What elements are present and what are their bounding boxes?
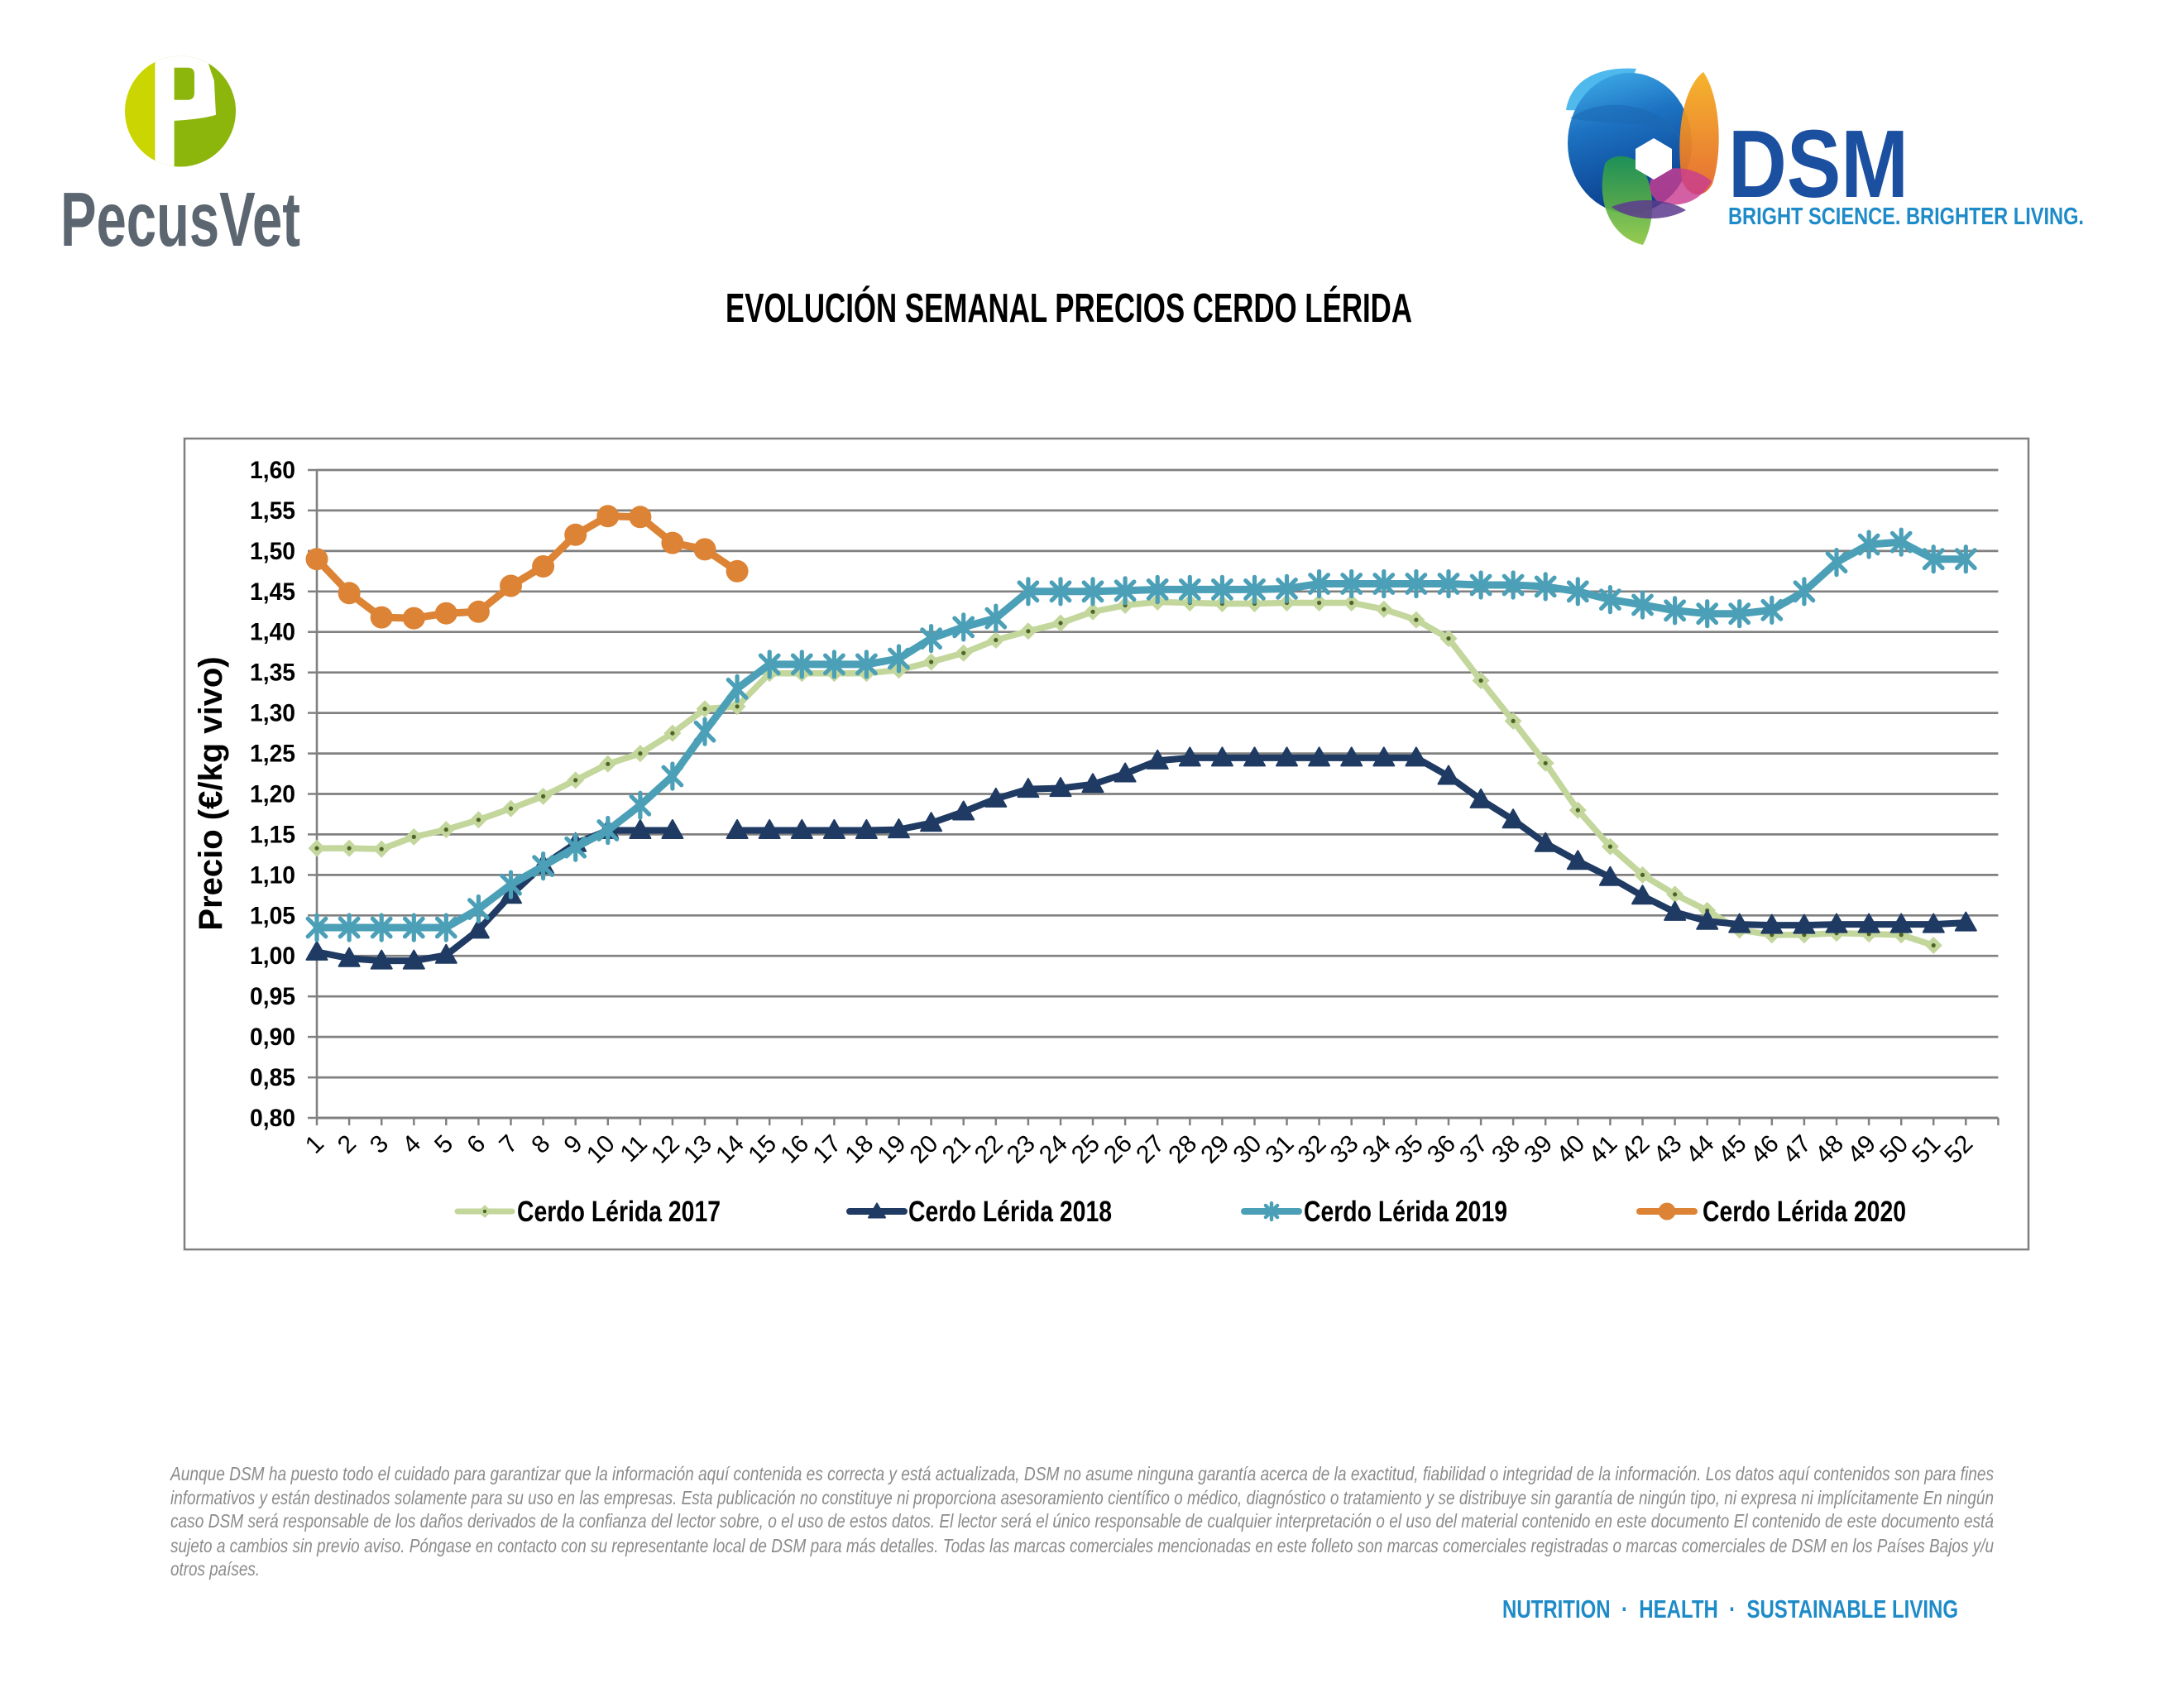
svg-text:1,15: 1,15 — [250, 821, 295, 848]
svg-text:Cerdo Lérida 2020: Cerdo Lérida 2020 — [1703, 1196, 1906, 1228]
svg-text:Cerdo Lérida 2017: Cerdo Lérida 2017 — [517, 1196, 721, 1228]
svg-text:BRIGHT SCIENCE. BRIGHTER LIVIN: BRIGHT SCIENCE. BRIGHTER LIVING. — [1728, 204, 2084, 230]
svg-text:NUTRITION · HEALTH · SUSTA: NUTRITION · HEALTH · SUSTAINABLE LIVING — [1502, 1594, 1958, 1623]
svg-text:PecusVet: PecusVet — [60, 176, 300, 262]
svg-text:1,40: 1,40 — [250, 619, 295, 646]
svg-text:caso DSM será responsable de l: caso DSM será responsable de los daños d… — [170, 1510, 1994, 1532]
svg-text:informativos y están destinado: informativos y están destinados solament… — [170, 1487, 1994, 1508]
svg-text:1,25: 1,25 — [250, 741, 295, 768]
svg-text:0,80: 0,80 — [250, 1105, 295, 1132]
svg-text:Aunque DSM ha puesto todo el c: Aunque DSM ha puesto todo el cuidado par… — [169, 1463, 1994, 1484]
svg-text:1,20: 1,20 — [250, 781, 295, 808]
svg-text:0,95: 0,95 — [250, 983, 295, 1010]
svg-text:Cerdo Lérida 2018: Cerdo Lérida 2018 — [908, 1196, 1112, 1228]
svg-text:1,05: 1,05 — [250, 902, 295, 929]
svg-text:0,85: 0,85 — [250, 1064, 295, 1091]
svg-text:DSM: DSM — [1728, 110, 1909, 218]
svg-text:otros países.: otros países. — [170, 1558, 260, 1580]
svg-text:1,00: 1,00 — [250, 942, 295, 970]
svg-text:EVOLUCIÓN SEMANAL PRECIOS CERD: EVOLUCIÓN SEMANAL PRECIOS CERDO LÉRIDA — [726, 285, 1412, 331]
svg-text:1,55: 1,55 — [250, 497, 295, 525]
svg-text:Cerdo Lérida 2019: Cerdo Lérida 2019 — [1304, 1196, 1507, 1228]
svg-text:1,10: 1,10 — [250, 861, 295, 889]
svg-text:1,60: 1,60 — [250, 457, 295, 484]
svg-text:1,35: 1,35 — [250, 659, 295, 687]
svg-text:sujeto a cambios sin previo av: sujeto a cambios sin previo aviso. Pónga… — [170, 1535, 1994, 1556]
svg-text:1,30: 1,30 — [250, 700, 295, 727]
svg-text:1,45: 1,45 — [250, 578, 295, 606]
svg-text:Precio (€/kg vivo): Precio (€/kg vivo) — [193, 656, 229, 930]
svg-text:1,50: 1,50 — [250, 538, 295, 565]
svg-text:0,90: 0,90 — [250, 1024, 295, 1051]
